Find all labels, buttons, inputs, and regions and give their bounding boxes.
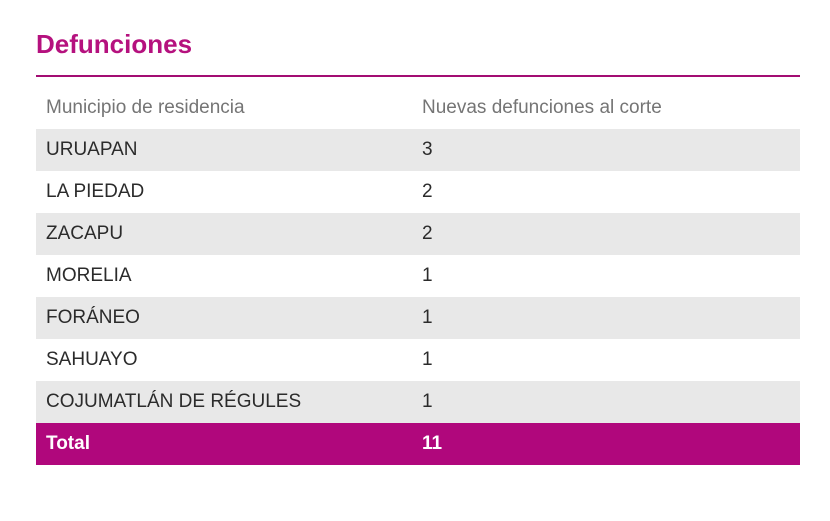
table-row: MORELIA 1: [36, 255, 800, 297]
municipio-cell: COJUMATLÁN DE RÉGULES: [46, 391, 302, 412]
defunciones-cell: 1: [422, 349, 433, 370]
municipio-cell: SAHUAYO: [46, 349, 138, 370]
defunciones-cell: 2: [422, 223, 433, 244]
title-divider: [36, 75, 800, 77]
column-header-municipio: Municipio de residencia: [46, 97, 245, 118]
table-row: FORÁNEO 1: [36, 297, 800, 339]
table-row: URUAPAN 3: [36, 129, 800, 171]
table-row: ZACAPU 2: [36, 213, 800, 255]
defunciones-cell: 1: [422, 391, 433, 412]
table-row: COJUMATLÁN DE RÉGULES 1: [36, 381, 800, 423]
table-row: LA PIEDAD 2: [36, 171, 800, 213]
defunciones-cell: 2: [422, 181, 433, 202]
total-value: 11: [422, 433, 443, 454]
municipio-cell: FORÁNEO: [46, 307, 140, 328]
municipio-cell: ZACAPU: [46, 223, 124, 244]
table-header-row: Municipio de residencia Nuevas defuncion…: [36, 87, 800, 129]
column-header-defunciones: Nuevas defunciones al corte: [422, 97, 662, 118]
municipio-cell: LA PIEDAD: [46, 181, 145, 202]
defunciones-cell: 1: [422, 265, 433, 286]
defunciones-cell: 3: [422, 139, 433, 160]
table-total-row: Total 11: [36, 423, 800, 465]
table-row: SAHUAYO 1: [36, 339, 800, 381]
municipio-cell: MORELIA: [46, 265, 132, 286]
section-title: Defunciones: [36, 29, 193, 59]
municipio-cell: URUAPAN: [46, 139, 138, 160]
total-label: Total: [46, 433, 90, 454]
deaths-table: Municipio de residencia Nuevas defuncion…: [36, 87, 800, 465]
defunciones-cell: 1: [422, 307, 433, 328]
